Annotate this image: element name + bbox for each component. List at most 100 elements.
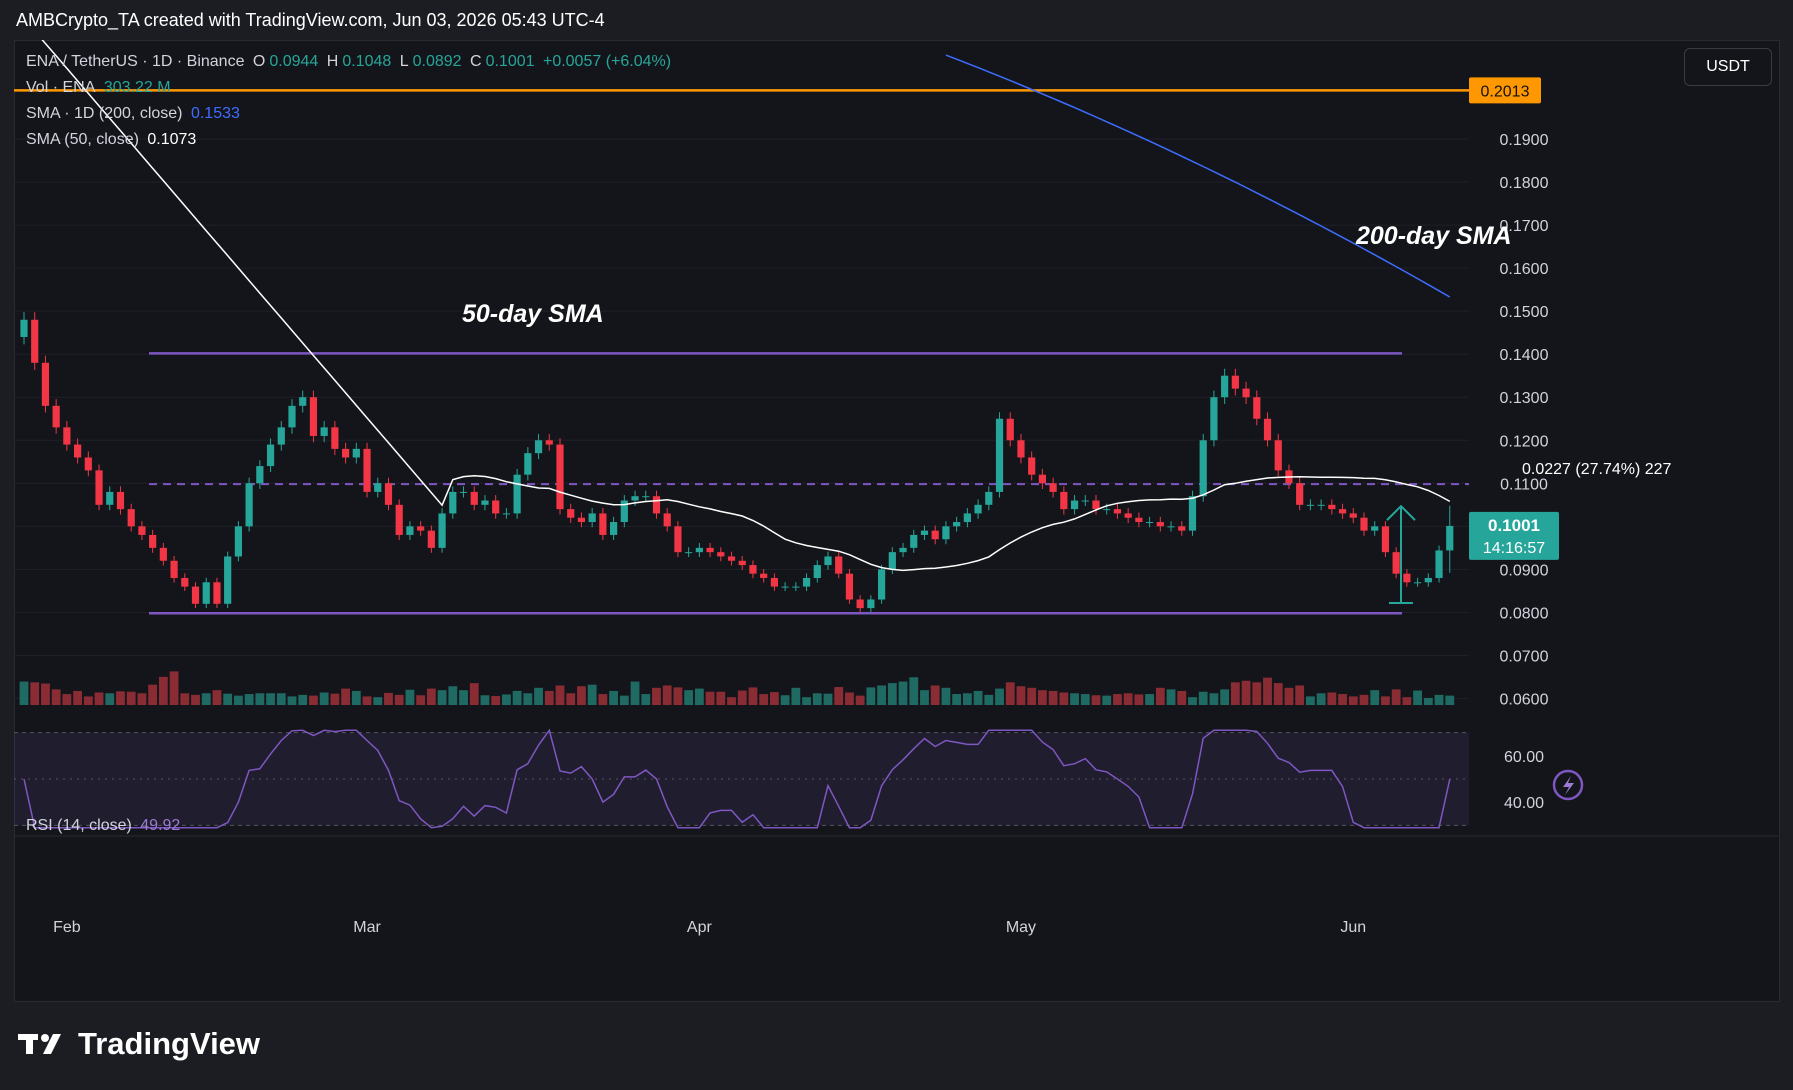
volume-bar [855, 695, 865, 705]
candle-body [620, 500, 628, 523]
legend-change: +0.0057 (+6.04%) [542, 53, 672, 70]
candle-body [652, 496, 661, 514]
measure-arrow-head [1386, 504, 1416, 521]
volume-bar [148, 684, 158, 705]
volume-bar [491, 696, 501, 705]
measure-tool [1386, 504, 1416, 604]
candle-body [342, 448, 350, 458]
candle-body [1081, 500, 1089, 502]
candle-body [513, 474, 521, 514]
volume-bar [694, 688, 704, 705]
volume-bar [341, 688, 350, 705]
candle-body [802, 577, 811, 587]
candle-body [824, 556, 832, 566]
legend-volume-label: Vol · ENA [26, 79, 96, 96]
measure-annotation: 0.0227 (27.74%) 227 [1522, 461, 1672, 478]
candle-body [1296, 483, 1304, 505]
candle-body [1156, 522, 1164, 527]
price-tick-label: 0.1100 [1500, 476, 1548, 493]
candle-body [878, 569, 886, 600]
volume-bar [1230, 682, 1240, 705]
volume-bar [770, 692, 779, 705]
volume-bar [394, 694, 404, 705]
volume-bar [459, 690, 468, 705]
volume-bar [1306, 696, 1315, 705]
legend-sma200-label: SMA · 1D (200, close) [26, 105, 183, 122]
volume-bar [1038, 690, 1047, 705]
candle-body [52, 405, 60, 428]
legend-volume-row[interactable]: Vol · ENA 303.22 M [26, 79, 175, 97]
volume-bar [1434, 694, 1444, 705]
candle-body [288, 405, 296, 428]
volume-bar [351, 690, 361, 705]
candle-body [1017, 440, 1025, 458]
candle-body [1414, 582, 1422, 584]
level-lines [14, 89, 1469, 615]
candle-body [1028, 457, 1036, 475]
legend-rsi-row[interactable]: RSI (14, close) 49.92 [26, 817, 184, 835]
volume-bar [641, 694, 651, 705]
chart-canvas[interactable]: 0.06000.07000.08000.09000.10000.11000.12… [14, 40, 1778, 1000]
volume-bar [823, 693, 833, 705]
volume-bar [1198, 691, 1208, 705]
volume-bar [877, 685, 886, 705]
legend-sma200-row[interactable]: SMA · 1D (200, close) 0.1533 [26, 105, 244, 123]
candle-body [1263, 418, 1272, 441]
volume-bar [437, 690, 447, 705]
volume-bar [1080, 694, 1090, 705]
volume-bar [727, 697, 736, 705]
volume-bar [480, 695, 490, 705]
volume-bar [169, 671, 179, 705]
candle-body [685, 552, 693, 554]
candle-body [1231, 375, 1239, 389]
candle-body [1103, 509, 1111, 511]
volume-bar [834, 687, 844, 705]
price-tick-label: 0.0900 [1500, 562, 1549, 579]
volume-bar [887, 683, 897, 705]
candle-body [642, 496, 650, 498]
candle-body [1038, 474, 1046, 484]
candle-body [417, 526, 425, 531]
candle-body [910, 534, 918, 548]
candle-body [320, 427, 328, 436]
volume-bar [116, 691, 125, 705]
candle-body [459, 491, 468, 493]
volume-bar [19, 681, 29, 705]
legend-high: 0.1048 [342, 53, 392, 70]
candle-body [942, 526, 950, 540]
sma200-annotation: 200-day SMA [1355, 222, 1512, 250]
volume-bars [19, 671, 1455, 705]
candle-body [1306, 504, 1314, 506]
candle-body [470, 491, 478, 505]
volume-bar [952, 694, 962, 705]
volume-bar [1102, 695, 1112, 705]
candle-body [363, 448, 371, 492]
candle-body [74, 444, 82, 458]
volume-bar [276, 693, 286, 705]
volume-bar [83, 696, 93, 705]
legend-sma50-row[interactable]: SMA (50, close) 0.1073 [26, 131, 200, 149]
volume-bar [373, 697, 383, 705]
price-tick-label: 0.1200 [1500, 433, 1549, 450]
volume-bar [30, 682, 40, 705]
candle-body [760, 573, 768, 578]
candle-body [234, 526, 242, 557]
candle-body [502, 513, 510, 515]
candle-body [116, 491, 125, 510]
volume-bar [587, 684, 597, 705]
candle-body [256, 466, 264, 484]
volume-bar [523, 693, 533, 705]
volume-bar [1113, 694, 1122, 705]
time-tick-label: May [1006, 919, 1036, 936]
rsi-pane [14, 728, 1469, 829]
candle-body [1435, 550, 1443, 578]
volume-bar [180, 693, 190, 705]
volume-bar [234, 695, 243, 705]
volume-bar [630, 681, 640, 705]
volume-bar [1134, 694, 1144, 705]
candle-body [1242, 388, 1250, 398]
rsi-tick-label: 40.00 [1504, 795, 1544, 812]
currency-unit-button[interactable]: USDT [1684, 48, 1772, 86]
volume-bar [619, 695, 629, 705]
